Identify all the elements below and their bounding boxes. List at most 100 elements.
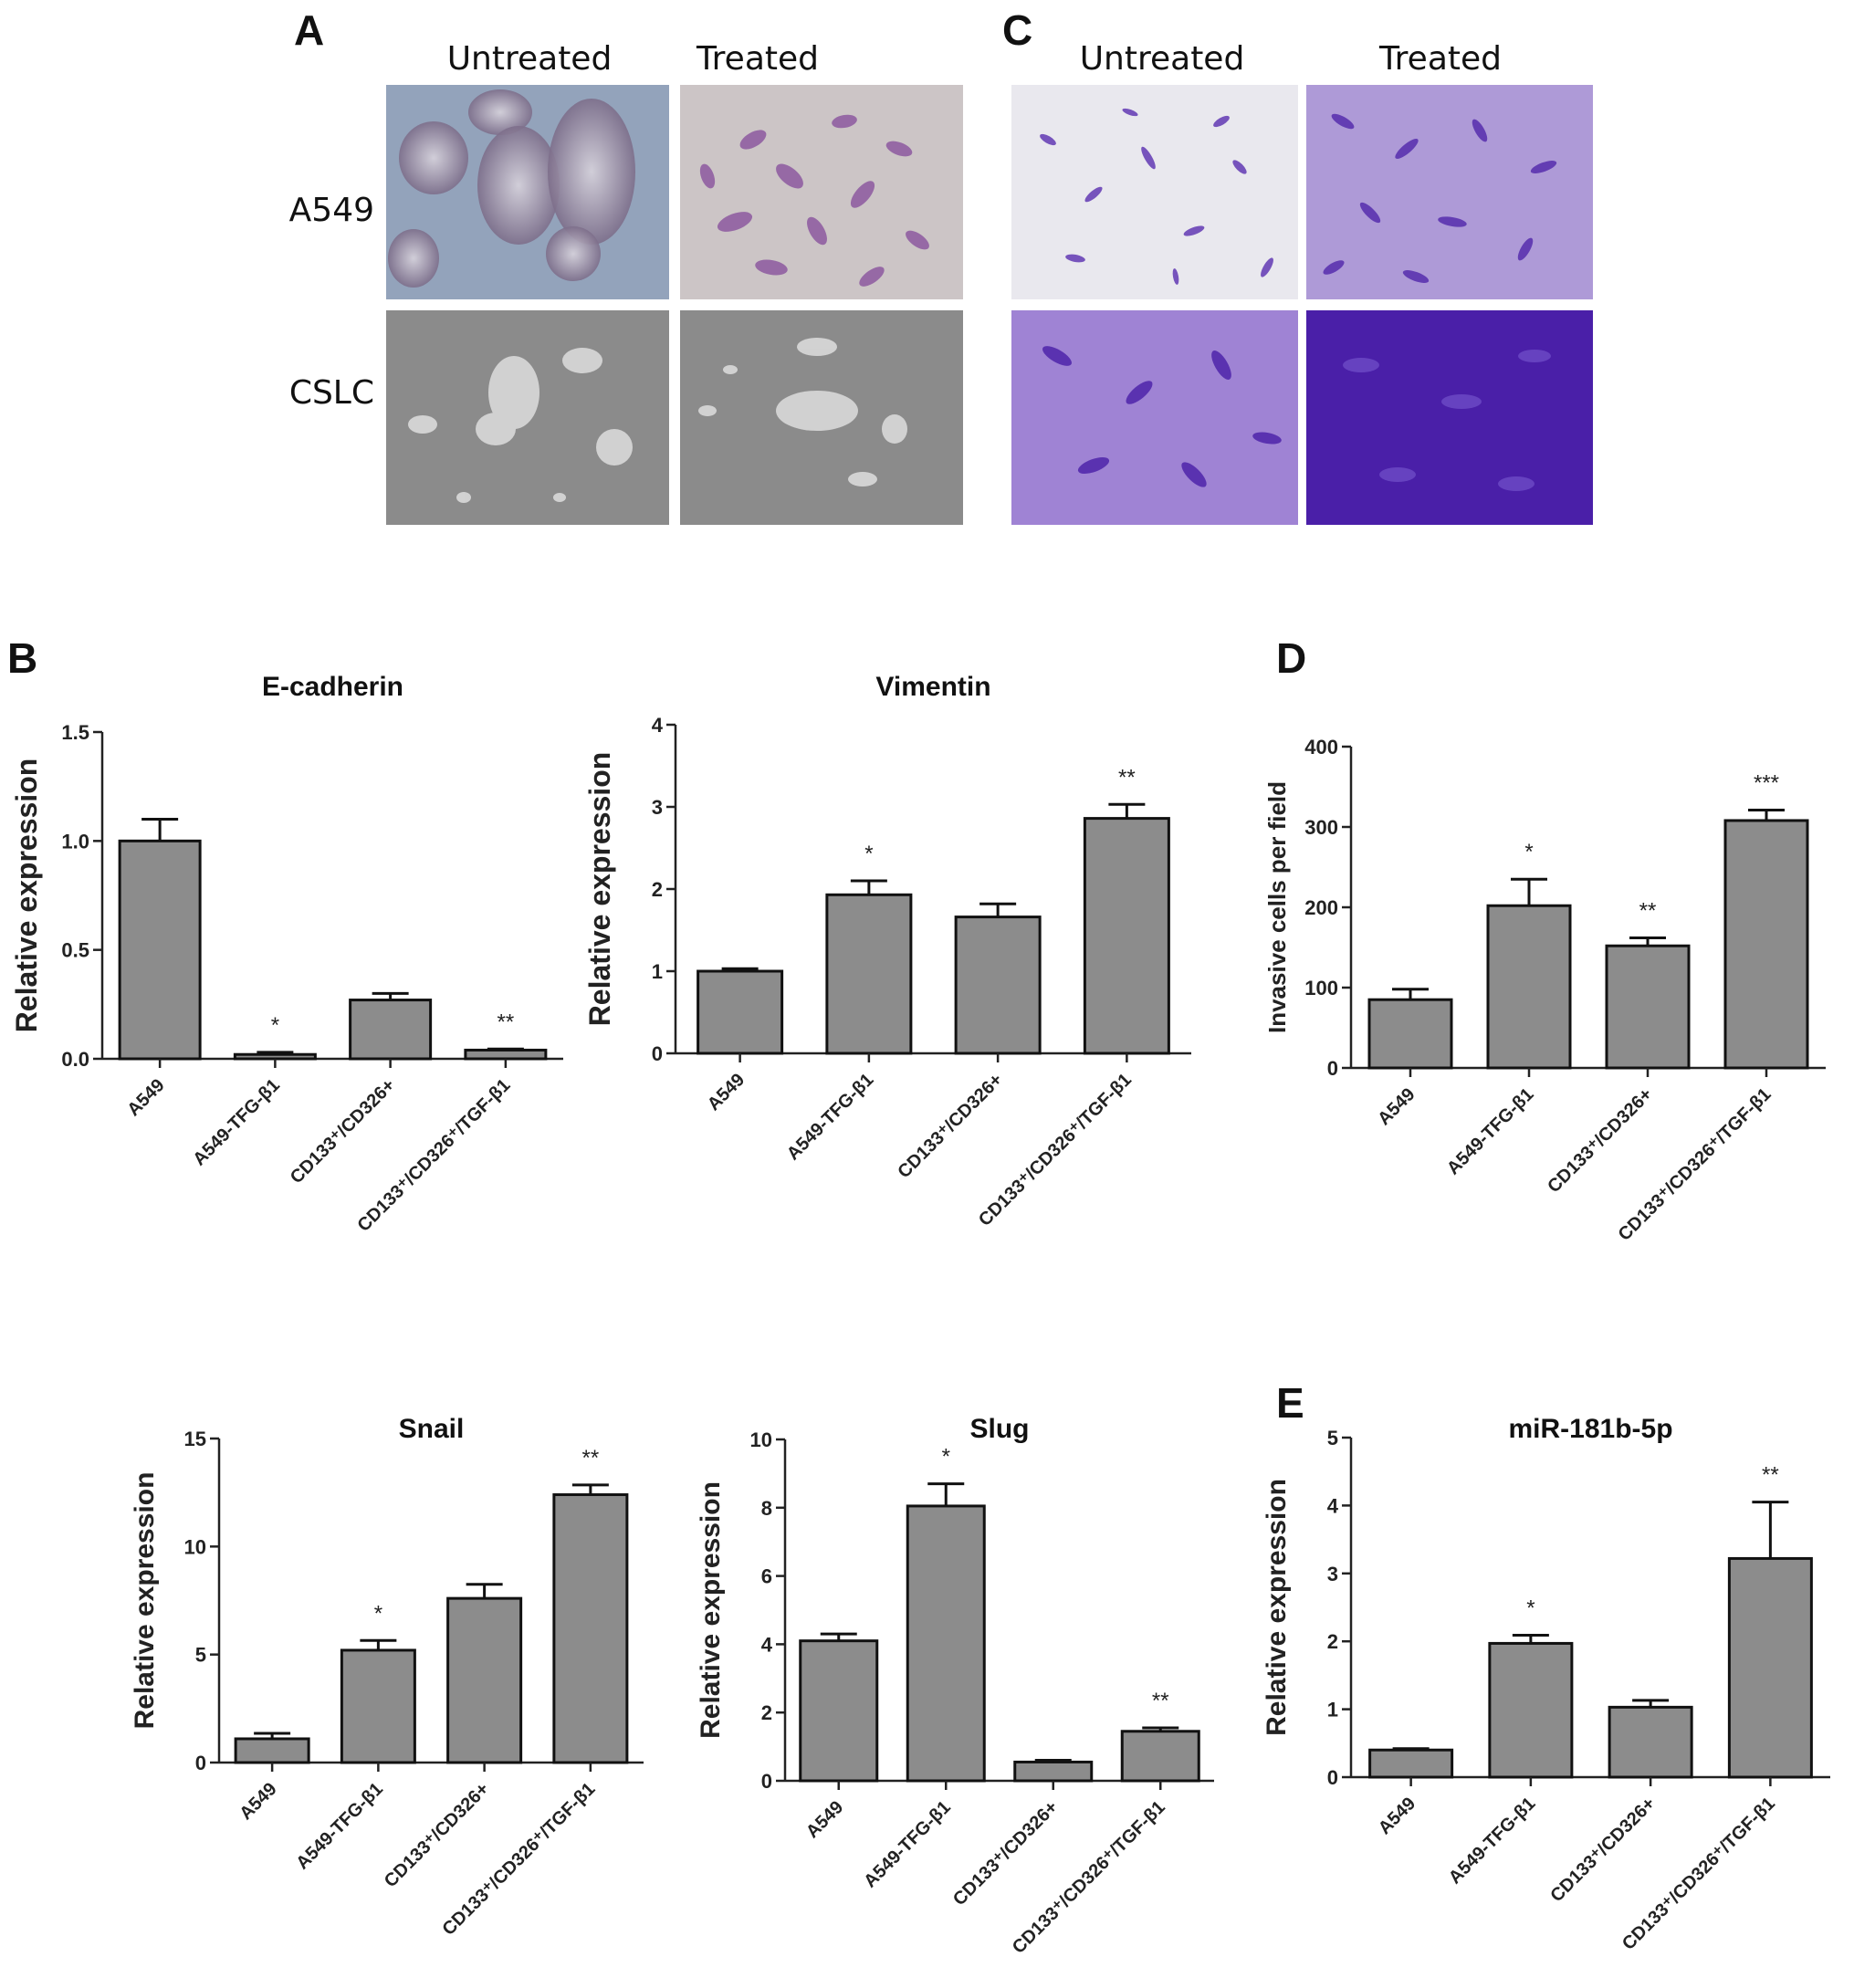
x-tick-label: CD133⁺/CD326+ [381,1779,493,1891]
y-tick-label: 4 [652,714,664,737]
x-tick-label: A549 [236,1779,280,1824]
bar [1723,819,1809,1070]
x-tick-label: A549 [1375,1794,1419,1838]
significance-label: * [271,1013,279,1038]
significance-label: ** [1639,898,1657,923]
micrograph-a549-treated [680,85,963,299]
bar [1367,998,1453,1070]
y-tick-label: 10 [750,1428,772,1451]
bar [349,999,433,1061]
x-tick-label: A549 [123,1075,168,1120]
panel-letter-e: E [1276,1379,1304,1427]
bar [697,969,784,1055]
y-axis-label: Relative expression [1262,1479,1292,1736]
dense-invasive-cells-image [1306,85,1593,299]
bar [1120,1730,1200,1783]
transwell-untreated-bottom [1011,310,1298,525]
y-tick-label: 0.5 [61,939,89,962]
y-tick-label: 6 [761,1565,772,1588]
significance-label: *** [1754,771,1779,796]
y-tick-label: 1.5 [61,721,89,744]
y-tick-label: 0.0 [61,1048,89,1071]
y-tick-label: 3 [652,796,663,819]
x-tick-label: A549 [802,1797,847,1842]
y-tick-label: 15 [184,1428,206,1450]
x-tick-label: CD133⁺/CD326+ [287,1075,399,1188]
x-tick-label: CD133⁺/CD326+ [949,1797,1062,1910]
y-tick-label: 400 [1304,736,1338,759]
micrograph-a549-untreated [386,85,669,299]
x-tick-label: A549-TFG-β1 [783,1070,878,1165]
y-tick-label: 2 [652,878,663,901]
micrograph-cslc-treated [680,310,963,525]
chart-mir-181b-5p: miR-181b-5p Relative expression 0 1 2 3 4 5 A549… [1262,1414,1830,1954]
y-tick-label: 4 [761,1633,773,1656]
panel-a-row-a549: A549 [288,192,374,229]
y-tick-label: 300 [1304,816,1338,839]
significance-label: ** [582,1446,600,1470]
chart-snail: Snail Relative expression 0 5 10 15 A549 * A549-… [130,1414,644,1940]
y-axis-label: Relative expression [130,1472,160,1730]
bar [446,1596,523,1764]
bar [954,916,1042,1055]
y-tick-label: 5 [1327,1427,1338,1449]
x-tick-label: A549-TFG-β1 [860,1797,955,1892]
x-tick-label: CD133⁺/CD326⁺/TGF-β1 [975,1070,1136,1230]
y-tick-label: 0 [761,1770,772,1793]
chart-title: Slug [970,1414,1030,1444]
bar [1608,1705,1693,1779]
y-tick-label: 3 [1327,1563,1338,1585]
y-tick-label: 0 [1327,1766,1338,1789]
significance-label: * [942,1445,950,1470]
x-tick-label: CD133⁺/CD326+ [1544,1084,1656,1197]
significance-label: ** [1762,1463,1779,1488]
chart-title: E-cadherin [262,672,403,702]
bar [118,839,202,1061]
significance-label: * [1526,1596,1535,1621]
y-tick-label: 4 [1327,1494,1339,1517]
panel-letter-c: C [1002,6,1033,54]
significance-label: ** [1118,765,1136,790]
bar [340,1648,416,1764]
x-tick-label: A549-TFG-β1 [1443,1084,1538,1179]
chart-invasive-cells: Invasive cells per field 0 100 200 300 400 A54… [1263,736,1826,1245]
panel-a-col-treated: Treated [696,40,820,78]
panel-c-col-untreated: Untreated [1079,40,1245,78]
y-tick-label: 0 [652,1042,663,1065]
micrograph-cslc-untreated [386,310,669,525]
transwell-treated-bottom [1306,310,1593,525]
cslc-invasive-cells-image [1011,310,1298,525]
panel-a-row-cslc: CSLC [288,374,374,412]
significance-label: * [374,1601,382,1626]
panel-letter-b: B [7,634,38,682]
bar [1013,1760,1094,1783]
bar [1727,1556,1813,1779]
y-tick-label: 1 [652,960,663,983]
bar [906,1504,986,1783]
panel-letter-a: A [294,6,325,54]
transwell-treated-top [1306,85,1593,299]
y-tick-label: 8 [761,1497,772,1520]
x-tick-label: A549 [704,1070,749,1114]
bar [799,1639,879,1783]
significance-label: ** [498,1010,515,1034]
bar [1488,1641,1574,1779]
panel-c-col-treated: Treated [1378,40,1503,78]
y-axis-label: Relative expression [584,752,616,1027]
spheroids-treated-image [698,338,907,487]
bar [234,1737,310,1764]
y-axis-label: Invasive cells per field [1263,781,1291,1033]
chart-slug: Slug Relative expression 0 2 4 6 8 10 A549 * A549-… [696,1414,1214,1958]
chart-title: Vimentin [875,672,990,702]
y-tick-label: 0 [195,1752,206,1774]
significance-label: ** [1152,1689,1169,1713]
chart-vimentin: Vimentin Relative expression 0 1 2 3 4 A549 * A54… [584,672,1191,1230]
x-tick-label: A549 [1374,1084,1419,1129]
significance-label: * [1524,840,1533,864]
bar [1083,817,1170,1055]
bar [1605,944,1691,1070]
x-tick-label: A549-TFG-β1 [292,1779,387,1874]
bar [825,893,913,1055]
bar [464,1048,548,1061]
panel-letter-d: D [1276,634,1307,682]
